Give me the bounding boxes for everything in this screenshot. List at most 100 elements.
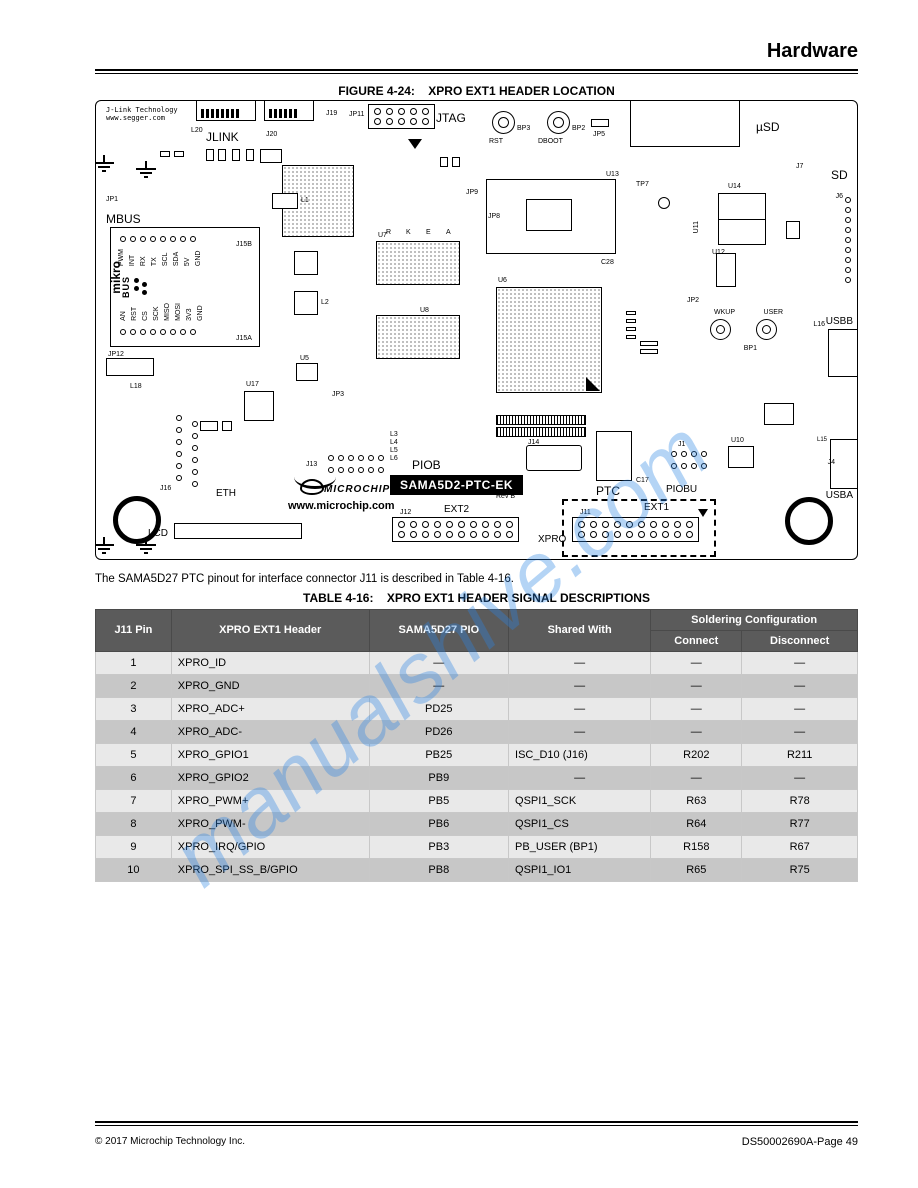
- copyright-text: 2017 Microchip Technology Inc.: [105, 1136, 245, 1147]
- th-shared: Shared With: [509, 609, 651, 651]
- u5-chip: [296, 363, 318, 381]
- copyright-symbol: ©: [95, 1136, 102, 1147]
- table-row: 7 XPRO_PWM+ PB5 QSPI1_SCK R63 R78: [96, 789, 858, 812]
- sd-label: SD: [831, 169, 848, 181]
- j4: J4: [828, 459, 835, 466]
- table-caption: TABLE 4-16: XPRO EXT1 HEADER SIGNAL DESC…: [95, 591, 858, 605]
- l2: L2: [321, 299, 329, 306]
- tp: [658, 197, 670, 209]
- mbus-pins-top: PWM INT RX TX SCL SDA 5V GND: [118, 249, 202, 266]
- logo-text: MICROCHIP: [324, 485, 390, 495]
- jlink-conn: [196, 100, 256, 121]
- l16: L16: [813, 321, 825, 328]
- c28: C28: [601, 259, 614, 266]
- footer-rule: [95, 1121, 858, 1126]
- rst-button[interactable]: [492, 111, 515, 134]
- table-row: 9 XPRO_IRQ/GPIO PB3 PB_USER (BP1) R158 R…: [96, 835, 858, 858]
- jlink-label: JLINK: [206, 131, 239, 143]
- usd-slot[interactable]: [630, 100, 740, 147]
- tiny: [440, 157, 448, 167]
- tiny: [174, 151, 184, 157]
- u13: U13: [606, 171, 619, 178]
- bp1: BP1: [744, 345, 757, 352]
- wkup-button[interactable]: [710, 319, 731, 340]
- u17: U17: [246, 381, 259, 388]
- user-button[interactable]: [756, 319, 777, 340]
- header-center: [496, 415, 586, 425]
- lcd-fpc-outline: [174, 523, 302, 539]
- pin1-marker: [408, 139, 422, 149]
- l2-ind: [294, 291, 318, 315]
- ext1-highlight: [562, 499, 716, 557]
- th-solder: Soldering Configuration: [651, 609, 858, 630]
- dboot-label: DBOOT: [538, 138, 563, 145]
- piob-row2: [328, 467, 384, 473]
- fig-num: FIGURE 4-24:: [338, 84, 415, 98]
- tiny: [786, 221, 800, 239]
- u5: U5: [300, 355, 309, 362]
- tiny: [640, 349, 658, 354]
- th-pio: SAMA5D27 PIO: [369, 609, 508, 651]
- l18: L18: [130, 383, 142, 390]
- jp3: JP3: [332, 391, 344, 398]
- th-pin: J11 Pin: [96, 609, 172, 651]
- tiny: [160, 151, 170, 157]
- header-rule: [95, 69, 858, 74]
- page-header: Hardware: [95, 40, 858, 63]
- rst-label: RST: [489, 138, 503, 145]
- u10: U10: [731, 437, 744, 444]
- gnd-icon: [134, 161, 158, 185]
- jp2: JP2: [687, 297, 699, 304]
- j13: J13: [306, 461, 317, 468]
- tiny: [200, 421, 218, 431]
- u10-chip: [728, 446, 754, 468]
- table-body: 1 XPRO_ID — — — — 2 XPRO_GND — — — — 3 X…: [96, 651, 858, 881]
- mbus-top-row: [120, 236, 196, 242]
- tiny: [218, 149, 226, 161]
- table-row: 1 XPRO_ID — — — —: [96, 651, 858, 674]
- j16: J16: [160, 485, 171, 492]
- product-label: SAMA5D2-PTC-EK: [390, 475, 523, 495]
- j7: J7: [796, 163, 803, 170]
- dboot-button[interactable]: [547, 111, 570, 134]
- tiny: [246, 149, 254, 161]
- mbus-label: MBUS: [106, 213, 141, 225]
- u12-chip: [716, 253, 736, 287]
- piobu-row2: [671, 463, 707, 469]
- jp12: JP12: [108, 351, 124, 358]
- usb-b[interactable]: [828, 329, 858, 377]
- tiny: [206, 149, 214, 161]
- jtag-label: JTAG: [436, 112, 466, 124]
- table-row: 4 XPRO_ADC- PD26 — — —: [96, 720, 858, 743]
- j15b: J15B: [236, 241, 252, 248]
- usd-label: µSD: [756, 121, 780, 133]
- header-center2: [496, 427, 586, 437]
- ext2-label: EXT2: [444, 505, 469, 515]
- gnd-icon: [95, 537, 116, 560]
- tiny: [260, 149, 282, 163]
- gnd-icon: [95, 155, 116, 179]
- lcd-label: LCD: [148, 529, 168, 539]
- table-row: 2 XPRO_GND — — — —: [96, 674, 858, 697]
- u8: U8: [420, 307, 429, 314]
- l3: L3: [390, 431, 398, 438]
- l5: L5: [390, 447, 398, 454]
- xpro-table: J11 Pin XPRO EXT1 Header SAMA5D27 PIO Sh…: [95, 609, 858, 882]
- chip-ddr2: [376, 315, 460, 359]
- tiny: [294, 251, 318, 275]
- u14-chip: [718, 193, 766, 245]
- tbl-sub: XPRO EXT1 HEADER SIGNAL DESCRIPTIONS: [387, 591, 650, 605]
- jlink-conn2: [264, 100, 314, 121]
- table-row: 5 XPRO_GPIO1 PB25 ISC_D10 (J16) R202 R21…: [96, 743, 858, 766]
- piob-row: [328, 455, 384, 461]
- u12: U12: [712, 249, 725, 256]
- mounting-hole: [785, 497, 833, 545]
- u14: U14: [728, 183, 741, 190]
- table-row: 10 XPRO_SPI_SS_B/GPIO PB8 QSPI1_IO1 R65 …: [96, 858, 858, 881]
- j20-label: J20: [266, 131, 277, 138]
- lbl-k: K: [406, 229, 411, 236]
- jp12-pad: [106, 358, 154, 376]
- revb: Rev B: [496, 493, 515, 500]
- c17: C17: [636, 477, 649, 484]
- j14: J14: [528, 439, 539, 446]
